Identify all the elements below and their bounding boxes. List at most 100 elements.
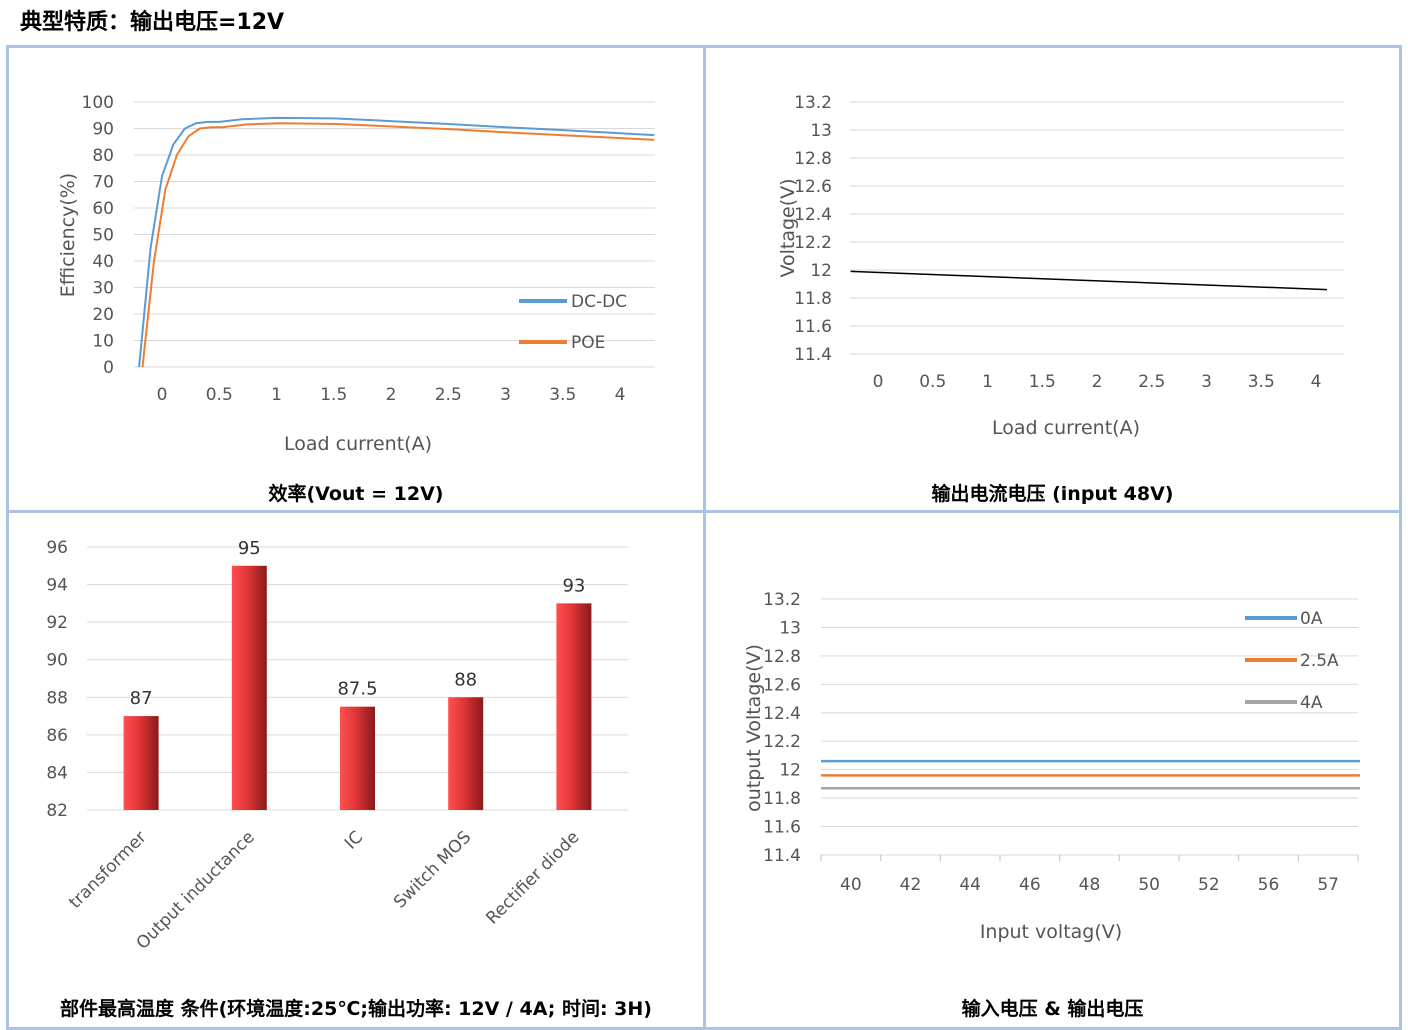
y-tick-label: 12 bbox=[810, 261, 832, 281]
y-tick-label: 13.2 bbox=[794, 93, 832, 113]
y-tick-label: 11.4 bbox=[763, 846, 801, 866]
temperature-bar-chart: 82 84 86 88 90 92 94 96 87 transformer 95 Output in… bbox=[46, 538, 628, 954]
data-label: 87 bbox=[130, 688, 153, 709]
y-tick-label: 96 bbox=[46, 538, 68, 558]
y-tick-label: 0 bbox=[103, 358, 114, 378]
input-output-voltage-chart-panel: 11.4 11.6 11.8 12 12.2 12.4 12.6 12.8 13 13.2 40 42… bbox=[704, 513, 1401, 1028]
series-line bbox=[141, 122, 655, 368]
x-tick-label: 1.5 bbox=[1029, 372, 1056, 392]
y-tick-label: 12.6 bbox=[763, 675, 801, 695]
y-tick-label: 90 bbox=[46, 651, 68, 671]
x-axis-label: Load current(A) bbox=[992, 417, 1140, 439]
data-label: 88 bbox=[454, 669, 477, 690]
y-tick-label: 13 bbox=[810, 121, 832, 141]
voltage-current-chart-panel: 11.4 11.6 11.8 12 12.2 12.4 12.6 12.8 13 13.2 0 0.5… bbox=[704, 47, 1401, 511]
x-tick-label: Rectifier diode bbox=[482, 827, 583, 928]
x-tick-label: 1 bbox=[982, 372, 993, 392]
legend-label: DC-DC bbox=[571, 292, 627, 312]
x-tick-label: 0.5 bbox=[206, 385, 233, 405]
data-label: 95 bbox=[238, 538, 261, 559]
x-tick-label: 1.5 bbox=[320, 385, 347, 405]
x-tick-label: 46 bbox=[1019, 875, 1041, 895]
y-tick-label: 12.4 bbox=[794, 205, 832, 225]
y-tick-label: 12.2 bbox=[763, 732, 801, 752]
x-tick-label: 2.5 bbox=[1138, 372, 1165, 392]
efficiency-chart-panel: 0 10 20 30 40 50 60 70 80 90 100 0 0.5 1 1.5 2 2.5 3 3.5 4 L… bbox=[8, 47, 704, 511]
y-axis-label: Voltage(V) bbox=[777, 178, 799, 277]
legend-label: 4A bbox=[1300, 693, 1323, 713]
y-tick-label: 11.8 bbox=[794, 289, 832, 309]
y-axis-label: Efficiency(%) bbox=[57, 173, 79, 297]
x-tick-label: 3.5 bbox=[549, 385, 576, 405]
frame-border bbox=[703, 45, 706, 1030]
x-axis-label: Input voltag(V) bbox=[980, 921, 1122, 943]
x-tick-label: 50 bbox=[1138, 875, 1160, 895]
legend-label: 2.5A bbox=[1300, 651, 1339, 671]
bar bbox=[556, 603, 592, 810]
x-tick-label: 2.5 bbox=[435, 385, 462, 405]
y-tick-label: 11.6 bbox=[763, 818, 801, 838]
data-label: 93 bbox=[562, 575, 585, 596]
y-tick-label: 84 bbox=[46, 763, 68, 783]
y-tick-label: 86 bbox=[46, 726, 68, 746]
y-tick-label: 20 bbox=[92, 305, 114, 325]
y-tick-label: 94 bbox=[46, 576, 68, 596]
x-tick-label: 1 bbox=[271, 385, 282, 405]
y-tick-label: 12.4 bbox=[763, 704, 801, 724]
x-tick-label: 42 bbox=[900, 875, 922, 895]
y-tick-label: 92 bbox=[46, 613, 68, 633]
x-axis-label: Load current(A) bbox=[284, 433, 432, 455]
temperature-chart-panel: 82 84 86 88 90 92 94 96 87 transformer 95 Output in… bbox=[8, 513, 704, 1028]
legend-label: 0A bbox=[1300, 609, 1323, 629]
input-output-voltage-chart: 11.4 11.6 11.8 12 12.2 12.4 12.6 12.8 13 13.2 40 42… bbox=[743, 590, 1360, 943]
bar bbox=[231, 565, 267, 810]
y-tick-label: 80 bbox=[92, 146, 114, 166]
frame-border bbox=[6, 510, 1402, 513]
x-tick-label: Output inductance bbox=[133, 827, 259, 953]
y-tick-label: 100 bbox=[82, 93, 114, 113]
series-line bbox=[138, 116, 655, 368]
x-tick-label: 57 bbox=[1317, 875, 1339, 895]
x-tick-label: 3 bbox=[1201, 372, 1212, 392]
legend-label: POE bbox=[571, 333, 605, 353]
chart-caption: 效率(Vout = 12V) bbox=[268, 483, 444, 505]
y-tick-label: 70 bbox=[92, 173, 114, 193]
y-tick-label: 13 bbox=[779, 618, 801, 638]
bar bbox=[448, 697, 484, 810]
x-tick-label: Switch MOS bbox=[390, 827, 475, 912]
y-tick-label: 40 bbox=[92, 252, 114, 272]
y-tick-label: 88 bbox=[46, 688, 68, 708]
x-tick-label: IC bbox=[341, 827, 367, 853]
efficiency-chart: 0 10 20 30 40 50 60 70 80 90 100 0 0.5 1 1.5 2 2.5 3 3.5 4 L… bbox=[57, 93, 655, 455]
y-tick-label: 13.2 bbox=[763, 590, 801, 610]
y-tick-label: 12 bbox=[779, 761, 801, 781]
y-tick-label: 12.8 bbox=[794, 149, 832, 169]
x-tick-label: transformer bbox=[65, 827, 150, 912]
frame-border bbox=[1399, 45, 1402, 1030]
x-tick-label: 2 bbox=[1092, 372, 1103, 392]
y-tick-label: 11.6 bbox=[794, 317, 832, 337]
y-tick-label: 11.4 bbox=[794, 345, 832, 365]
x-tick-label: 0.5 bbox=[919, 372, 946, 392]
y-tick-label: 12.8 bbox=[763, 647, 801, 667]
data-label: 87.5 bbox=[337, 679, 377, 700]
frame-border bbox=[6, 1027, 1402, 1030]
y-tick-label: 30 bbox=[92, 279, 114, 299]
x-tick-label: 44 bbox=[959, 875, 981, 895]
bar bbox=[123, 716, 159, 810]
x-tick-label: 0 bbox=[873, 372, 884, 392]
series-line bbox=[850, 270, 1328, 291]
y-tick-label: 10 bbox=[92, 332, 114, 352]
x-tick-label: 40 bbox=[840, 875, 862, 895]
x-tick-label: 2 bbox=[386, 385, 397, 405]
frame-border bbox=[6, 45, 9, 1030]
chart-caption: 输出电流电压 (input 48V) bbox=[931, 483, 1174, 505]
x-tick-label: 3.5 bbox=[1248, 372, 1275, 392]
y-tick-label: 12.2 bbox=[794, 233, 832, 253]
bar bbox=[340, 706, 375, 810]
y-axis-label: output Voltage(V) bbox=[743, 644, 765, 812]
x-tick-label: 56 bbox=[1258, 875, 1280, 895]
chart-caption: 部件最高温度 条件(环境温度:25℃;输出功率: 12V / 4A; 时间: 3… bbox=[60, 998, 652, 1020]
y-tick-label: 50 bbox=[92, 226, 114, 246]
